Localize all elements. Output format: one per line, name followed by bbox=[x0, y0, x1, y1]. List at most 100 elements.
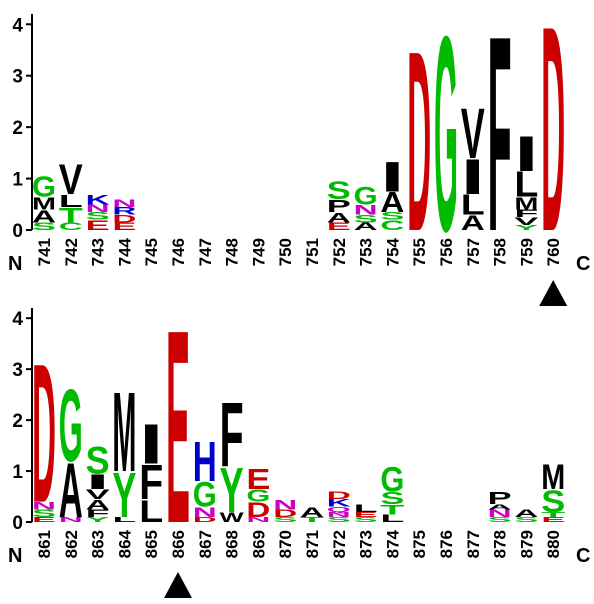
y-tick-label: 2 bbox=[12, 118, 23, 139]
x-tick-label: 754 bbox=[383, 237, 402, 266]
logo-letter: D bbox=[327, 490, 351, 501]
logo-letter: W bbox=[220, 509, 245, 525]
logo-letter: G bbox=[380, 461, 404, 500]
x-tick-label: 876 bbox=[437, 530, 456, 558]
logo-letter: T bbox=[380, 501, 405, 517]
logo-letter: E bbox=[541, 516, 565, 524]
logo-letter: S bbox=[354, 213, 379, 225]
logo-letter: D bbox=[541, 0, 565, 292]
logo-letter: L bbox=[461, 190, 485, 221]
logo-letter: N bbox=[193, 504, 217, 520]
logo-letter: G bbox=[32, 172, 56, 203]
logo-letter: N bbox=[273, 496, 297, 512]
logo-letter: M bbox=[32, 194, 56, 214]
logo-letter: G bbox=[193, 476, 217, 515]
logo-letter: D bbox=[407, 0, 431, 285]
logo-letter: F bbox=[220, 384, 244, 486]
logo-letter: D bbox=[273, 508, 297, 519]
logo-letter: M bbox=[541, 458, 565, 497]
logo-letter: T bbox=[59, 204, 84, 228]
logo-letter: E bbox=[86, 217, 110, 233]
logo-letter: E bbox=[246, 465, 270, 496]
x-tick-label: 741 bbox=[35, 238, 54, 266]
logo-letter: F bbox=[514, 208, 538, 220]
x-tick-label: 861 bbox=[35, 530, 54, 558]
logo-letter: S bbox=[514, 516, 538, 524]
logo-letter: S bbox=[32, 221, 57, 233]
logo-letter: A bbox=[86, 496, 111, 512]
y-tick-label: 4 bbox=[12, 15, 23, 36]
logo-letter: P bbox=[488, 489, 512, 509]
logo-letter: S bbox=[86, 438, 110, 482]
x-tick-label: 872 bbox=[330, 530, 349, 558]
logo-letter: V bbox=[59, 157, 84, 204]
logo-letter: E bbox=[112, 221, 137, 233]
logo-letter: K bbox=[327, 498, 352, 509]
logo-letter: L bbox=[514, 166, 538, 205]
x-tick-label: 749 bbox=[249, 238, 268, 266]
x-tick-label: 744 bbox=[115, 237, 134, 266]
x-tick-label: 864 bbox=[115, 529, 134, 558]
logo-letter: A bbox=[32, 207, 57, 227]
x-tick-label: 863 bbox=[89, 530, 108, 558]
logo-letter: I bbox=[461, 151, 485, 206]
y-tick-label: 3 bbox=[12, 67, 23, 88]
logo-letter: Y bbox=[86, 516, 110, 524]
x-tick-label: 752 bbox=[330, 238, 349, 266]
position-marker bbox=[164, 572, 192, 598]
y-tick-label: 1 bbox=[12, 170, 23, 191]
y-tick-label: 1 bbox=[12, 462, 23, 483]
logo-letter: A bbox=[461, 211, 485, 235]
logo-letter: S bbox=[273, 516, 297, 524]
x-tick-label: 751 bbox=[303, 238, 322, 266]
logo-letter: D bbox=[193, 516, 217, 524]
logo-letter: L bbox=[59, 192, 83, 212]
x-tick-label: 867 bbox=[196, 530, 215, 558]
logo-letter: S bbox=[541, 483, 565, 519]
x-tick-label: 756 bbox=[437, 238, 456, 266]
x-tick-label: 746 bbox=[169, 238, 188, 266]
logo-letter: A bbox=[354, 221, 379, 233]
logo-letter: G bbox=[246, 487, 270, 507]
x-tick-label: 745 bbox=[142, 238, 161, 266]
logo-letter: D bbox=[32, 323, 56, 544]
logo-letter: N bbox=[59, 516, 83, 524]
logo-letter: L bbox=[139, 493, 163, 529]
y-tick-label: 3 bbox=[12, 360, 23, 381]
logo-letter: G bbox=[59, 368, 83, 483]
x-tick-label: 753 bbox=[357, 238, 376, 266]
logo-letter: S bbox=[32, 508, 57, 519]
x-tick-label: 759 bbox=[517, 238, 536, 266]
logo-letter: I bbox=[139, 413, 163, 476]
logo-letter: S bbox=[488, 516, 512, 524]
logo-letter: A bbox=[59, 448, 83, 534]
logo-letter: V bbox=[514, 216, 539, 228]
logo-letter: F bbox=[86, 508, 111, 519]
logo-letter: S bbox=[380, 489, 404, 509]
logo-letter: K bbox=[86, 191, 111, 207]
logo-letter: S bbox=[86, 210, 111, 222]
logo-letter: S bbox=[380, 210, 405, 222]
y-tick-label: 2 bbox=[12, 411, 23, 432]
logo-letter: E bbox=[32, 516, 56, 524]
logo-letter: S bbox=[354, 516, 378, 524]
x-tick-label: 870 bbox=[276, 530, 295, 558]
x-tick-label: 875 bbox=[410, 530, 429, 558]
y-tick-label: 0 bbox=[12, 513, 23, 534]
logo-letter: M bbox=[514, 194, 538, 214]
x-tick-label: 878 bbox=[491, 530, 510, 558]
logo-letter: A bbox=[327, 209, 352, 225]
x-tick-label: 755 bbox=[410, 238, 429, 266]
logo-letter: V bbox=[86, 486, 111, 502]
x-tick-label: 742 bbox=[62, 238, 81, 266]
logo-letter: I bbox=[86, 470, 110, 494]
logo-letter: I bbox=[514, 128, 538, 183]
position-marker bbox=[539, 280, 568, 306]
logo-letter: N bbox=[112, 198, 136, 210]
x-tick-label: 868 bbox=[223, 530, 242, 558]
logo-letter: N bbox=[327, 511, 351, 519]
start-label: N bbox=[8, 545, 22, 567]
logo-letter: E bbox=[354, 511, 378, 519]
logo-letter: A bbox=[488, 503, 512, 511]
